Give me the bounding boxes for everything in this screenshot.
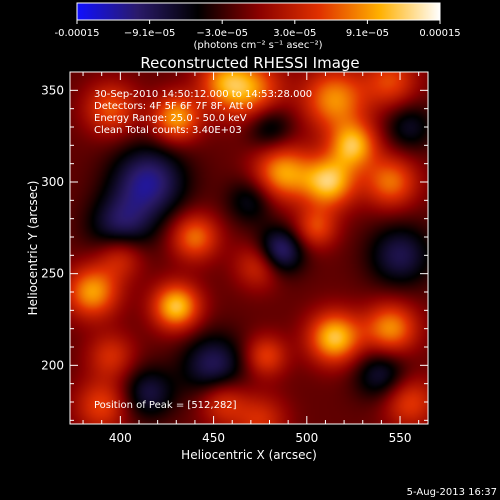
info-clean-counts: Clean Total counts: 3.40E+03 <box>94 125 242 136</box>
x-tick-label: 550 <box>389 431 412 445</box>
y-axis-label: Heliocentric Y (arcsec) <box>26 181 40 316</box>
date-stamp: 5-Aug-2013 16:37 <box>407 487 497 498</box>
observation-info: 30-Sep-2010 14:50:12.000 to 14:53:28.000… <box>94 89 312 136</box>
colorbar-tick-label: −3.0e−05 <box>196 28 248 39</box>
y-tick-label: 250 <box>41 267 64 281</box>
axes: 400 450 500 550 200 250 300 350 <box>41 71 428 445</box>
peak-position-label: Position of Peak = [512,282] <box>94 400 237 411</box>
info-detectors: Detectors: 4F 5F 6F 7F 8F, Att 0 <box>94 101 253 112</box>
y-tick-label: 300 <box>41 175 64 189</box>
chart-title: Reconstructed RHESSI Image <box>140 54 359 72</box>
image-area <box>70 72 428 424</box>
heatmap-image <box>70 72 428 424</box>
colorbar-frame <box>76 2 441 21</box>
colorbar-tick-label: 3.0e−05 <box>273 28 316 39</box>
info-energy-range: Energy Range: 25.0 - 50.0 keV <box>94 113 247 124</box>
y-tick-label: 350 <box>41 83 64 97</box>
colorbar-tick-label: 0.00015 <box>419 28 460 39</box>
colorbar-tick-label: -0.00015 <box>55 28 100 39</box>
colorbar-tick-label: 9.1e−05 <box>346 28 389 39</box>
plot-frame <box>69 71 429 425</box>
colorbar-gradient <box>77 3 440 20</box>
x-tick-label: 500 <box>295 431 318 445</box>
x-axis-label: Heliocentric X (arcsec) <box>181 448 317 462</box>
colorbar-tick-label: −9.1e−05 <box>124 28 176 39</box>
x-tick-label: 450 <box>202 431 225 445</box>
y-tick-label: 200 <box>41 358 64 372</box>
x-tick-label: 400 <box>109 431 132 445</box>
colorbar: -0.00015 −9.1e−05 −3.0e−05 3.0e−05 9.1e−05 0.… <box>55 2 461 51</box>
colorbar-unit-label: (photons cm⁻² s⁻¹ asec⁻²) <box>193 40 322 51</box>
info-time-range: 30-Sep-2010 14:50:12.000 to 14:53:28.000 <box>94 89 312 100</box>
colorbar-ticks: -0.00015 −9.1e−05 −3.0e−05 3.0e−05 9.1e−05 0.… <box>55 20 461 39</box>
